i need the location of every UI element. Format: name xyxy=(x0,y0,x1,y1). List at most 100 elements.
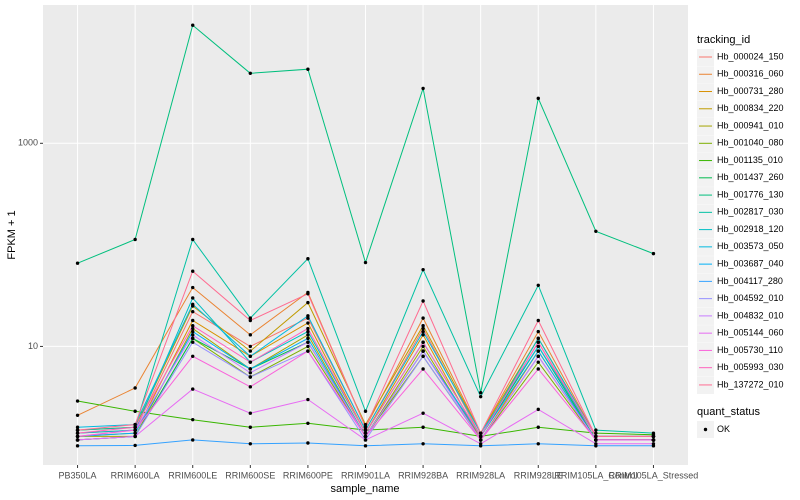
legend-label: Hb_005730_110 xyxy=(717,345,783,355)
point xyxy=(248,371,253,375)
point xyxy=(536,442,540,446)
point xyxy=(594,428,598,432)
legend-label: Hb_001437_260 xyxy=(717,172,784,182)
point xyxy=(191,237,195,242)
legend-label: Hb_001135_010 xyxy=(717,155,783,165)
point xyxy=(75,438,80,442)
x-tick-label: RRIM928LA xyxy=(456,470,505,480)
point xyxy=(306,314,310,318)
point xyxy=(133,237,137,242)
legend-label: Hb_001040_080 xyxy=(717,138,784,148)
x-tick-label: RRIM600LA xyxy=(111,470,160,480)
point xyxy=(421,323,425,328)
point xyxy=(133,431,137,435)
point xyxy=(536,336,540,341)
point xyxy=(248,354,253,358)
point xyxy=(536,344,540,349)
x-tick-label: RRIM901LA xyxy=(341,470,390,480)
legend-label: Hb_000024_150 xyxy=(717,51,784,61)
legend-label: Hb_000731_280 xyxy=(717,86,784,96)
x-tick-label: RRIM928LE xyxy=(514,470,563,480)
point xyxy=(536,96,540,101)
point xyxy=(421,442,425,446)
point xyxy=(75,425,80,429)
point xyxy=(421,349,425,353)
point xyxy=(363,431,368,435)
point xyxy=(421,299,425,303)
point xyxy=(191,336,195,341)
point xyxy=(306,344,310,349)
point xyxy=(248,425,253,429)
point xyxy=(133,434,137,439)
legend-label: Hb_004832_010 xyxy=(717,310,784,320)
point xyxy=(363,260,368,265)
point xyxy=(478,438,483,442)
point xyxy=(191,323,195,328)
point xyxy=(651,442,656,446)
point xyxy=(536,354,540,358)
point xyxy=(306,441,310,445)
point xyxy=(421,367,425,371)
point xyxy=(248,375,253,379)
point xyxy=(421,411,425,415)
legend-label: Hb_005993_030 xyxy=(717,362,784,372)
point xyxy=(651,438,656,442)
point xyxy=(536,425,540,429)
point xyxy=(248,360,253,364)
point xyxy=(133,409,137,413)
point xyxy=(191,23,195,27)
x-tick-label: RRIM928BA xyxy=(398,470,448,480)
point xyxy=(191,318,195,323)
point xyxy=(536,349,540,353)
point xyxy=(133,425,137,429)
point xyxy=(594,431,598,435)
legend-label: Hb_001776_130 xyxy=(717,189,784,199)
legend-label: Hb_003573_050 xyxy=(717,241,784,251)
point xyxy=(306,329,310,334)
legend-label: Hb_000316_060 xyxy=(717,69,784,79)
point xyxy=(133,386,137,390)
x-tick-label: RRIM105LA_Control xyxy=(554,470,637,480)
point xyxy=(306,257,310,261)
legend-key xyxy=(697,118,714,136)
point xyxy=(536,407,540,412)
point xyxy=(421,344,425,349)
point xyxy=(306,336,310,341)
x-tick-label: PB350LA xyxy=(59,470,97,480)
point xyxy=(191,309,195,314)
point xyxy=(248,71,253,75)
point xyxy=(248,411,253,415)
point xyxy=(594,442,598,446)
point xyxy=(191,387,195,391)
point xyxy=(191,340,195,344)
y-tick-label: 1000 xyxy=(18,138,38,148)
point xyxy=(594,434,598,439)
x-tick-label: RRIM105LA_Stressed xyxy=(609,470,699,480)
point xyxy=(133,422,137,427)
point xyxy=(75,431,80,435)
point xyxy=(651,434,656,439)
legend-label: Hb_000941_010 xyxy=(717,120,784,130)
point xyxy=(421,329,425,334)
point xyxy=(421,340,425,344)
point xyxy=(421,316,425,320)
point xyxy=(191,326,195,331)
x-axis-label: sample_name xyxy=(330,483,399,495)
point xyxy=(421,86,425,91)
point xyxy=(363,422,368,427)
point xyxy=(248,333,253,337)
point xyxy=(594,438,598,442)
y-axis-label: FPKM + 1 xyxy=(6,210,18,259)
point xyxy=(536,340,540,344)
point xyxy=(75,444,80,448)
point xyxy=(75,434,80,439)
legend-label: Hb_137272_010 xyxy=(717,379,784,389)
point xyxy=(594,229,598,234)
point xyxy=(248,442,253,446)
point xyxy=(421,333,425,337)
point xyxy=(248,316,253,320)
point xyxy=(248,385,253,389)
point xyxy=(191,417,195,422)
legend-label: Hb_005144_060 xyxy=(717,328,784,338)
